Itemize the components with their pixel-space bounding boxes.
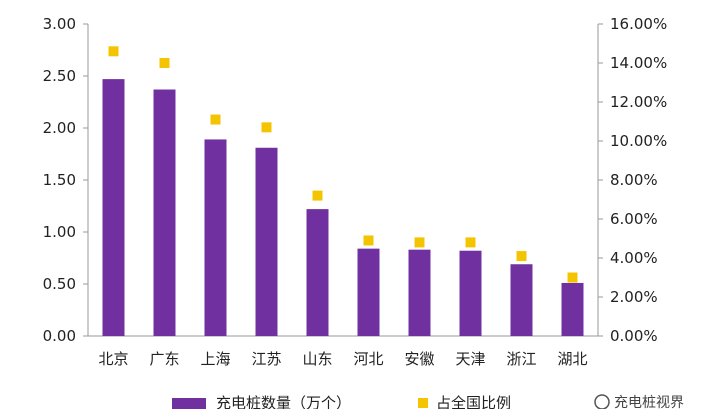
right-tick-label: 6.00%: [610, 210, 658, 228]
legend-label-bars: 充电桩数量（万个）: [216, 394, 351, 409]
ratio-point: [414, 237, 425, 248]
bar-series: [102, 79, 584, 337]
left-tick-label: 2.00: [43, 119, 76, 137]
watermark-logo-icon: [594, 394, 610, 409]
bar: [255, 147, 278, 336]
bar: [561, 282, 584, 336]
legend: 充电桩数量（万个） 占全国比例: [172, 394, 511, 409]
legend-label-ratio: 占全国比例: [436, 394, 511, 409]
ratio-point: [312, 190, 323, 201]
ratio-series: [108, 46, 578, 283]
left-tick-label: 3.00: [43, 15, 76, 33]
bar: [102, 79, 125, 337]
ratio-point: [465, 237, 476, 248]
category-label: 浙江: [506, 350, 536, 368]
left-tick-label: 2.50: [43, 67, 76, 85]
category-label: 广东: [149, 350, 179, 368]
ratio-point: [159, 58, 170, 68]
right-tick-label: 4.00%: [610, 249, 658, 267]
ratio-point: [567, 272, 578, 283]
right-tick-label: 8.00%: [610, 171, 658, 189]
watermark: 充电桩视界: [594, 394, 684, 409]
right-tick-label: 2.00%: [610, 288, 658, 306]
left-axis-ticks: 0.00 0.50 1.00 1.50 2.00 2.50 3.00: [43, 15, 88, 345]
category-label: 山东: [302, 350, 332, 368]
category-label: 上海: [200, 350, 230, 368]
ratio-point: [516, 251, 527, 262]
bar: [153, 89, 176, 337]
ratio-point: [363, 235, 374, 246]
category-label: 天津: [455, 350, 485, 368]
legend-swatch-bars: [172, 398, 206, 409]
right-tick-label: 12.00%: [610, 93, 667, 111]
category-label: 安徽: [404, 350, 434, 368]
bar: [204, 139, 227, 336]
ratio-point: [261, 122, 272, 133]
ratio-point: [210, 114, 221, 125]
category-label: 湖北: [557, 350, 587, 368]
bar: [459, 250, 482, 336]
left-tick-label: 1.00: [43, 223, 76, 241]
bar: [306, 209, 329, 336]
category-label: 江苏: [251, 350, 281, 368]
left-tick-label: 0.50: [43, 275, 76, 293]
category-label: 北京: [98, 350, 128, 368]
ratio-point: [108, 46, 119, 57]
left-tick-label: 1.50: [43, 171, 76, 189]
left-tick-label: 0.00: [43, 327, 76, 345]
bar: [408, 249, 431, 336]
watermark-text: 充电桩视界: [614, 394, 684, 409]
category-labels: 北京 广东 上海 江苏 山东 河北 安徽 天津 浙江 湖北: [98, 350, 587, 368]
bar: [510, 264, 533, 336]
category-label: 河北: [353, 350, 383, 368]
right-tick-label: 16.00%: [610, 15, 667, 33]
right-tick-label: 14.00%: [610, 54, 667, 72]
bar: [357, 248, 380, 336]
right-axis-ticks: 0.00% 2.00% 4.00% 6.00% 8.00% 10.00% 12.00% 14.…: [598, 15, 667, 345]
right-tick-label: 0.00%: [610, 327, 658, 345]
right-tick-label: 10.00%: [610, 132, 667, 150]
legend-swatch-ratio: [418, 398, 428, 408]
